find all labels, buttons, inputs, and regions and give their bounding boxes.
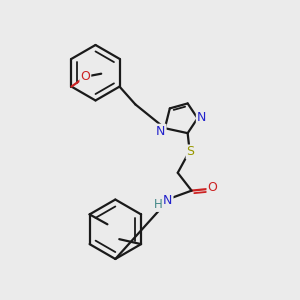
Text: S: S	[187, 146, 195, 158]
Text: N: N	[163, 194, 172, 207]
Text: O: O	[80, 70, 90, 83]
Text: H: H	[154, 198, 162, 211]
Text: N: N	[156, 125, 166, 138]
Text: N: N	[197, 111, 206, 124]
Text: O: O	[208, 181, 218, 194]
